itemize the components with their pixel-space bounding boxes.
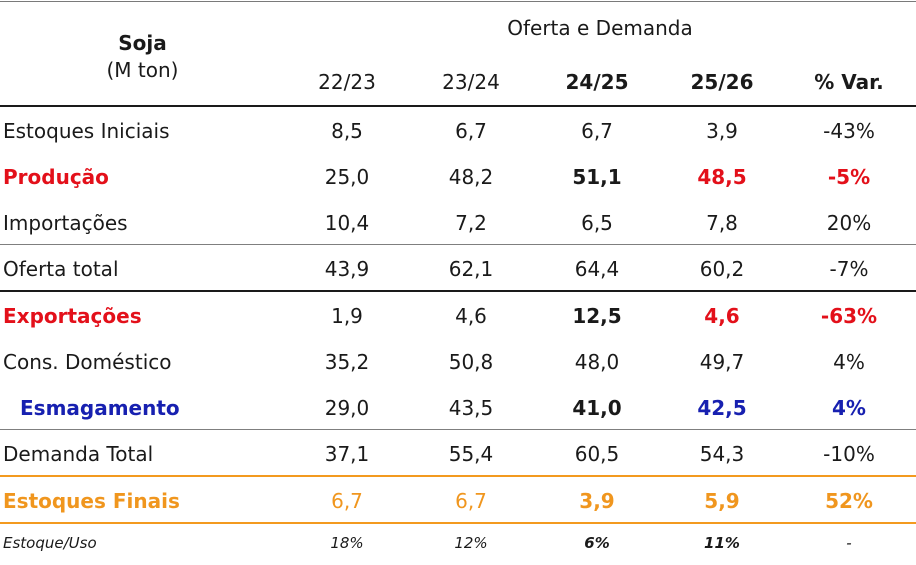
row-label: Demanda Total [3, 442, 154, 466]
cell: -43% [823, 119, 875, 143]
table-row-estoque-uso: Estoque/Uso 18% 12% 6% 11% - [0, 521, 916, 565]
header-bottom-rule [0, 105, 916, 107]
cell: 52% [825, 489, 873, 513]
row-label: Estoque/Uso [3, 534, 97, 552]
column-group-title: Oferta e Demanda [507, 16, 693, 40]
cell: 6% [584, 534, 610, 552]
row-label: Oferta total [3, 257, 119, 281]
cell: - [846, 534, 852, 552]
cell: 55,4 [448, 442, 494, 466]
cell: 48,5 [697, 165, 747, 189]
section-divider-orange [0, 522, 916, 524]
cell: -5% [827, 165, 871, 189]
row-divider [0, 244, 916, 245]
table-row-importacoes: Importações 10,4 7,2 6,5 7,8 20% [0, 200, 916, 246]
column-header-2425: 24/25 [565, 70, 629, 94]
cell: 6,7 [581, 119, 613, 143]
column-header-2223: 22/23 [318, 70, 376, 94]
cell: 51,1 [572, 165, 622, 189]
cell: 54,3 [699, 442, 745, 466]
table-row-cons-domestico: Cons. Doméstico 35,2 50,8 48,0 49,7 4% [0, 339, 916, 385]
cell: 25,0 [324, 165, 370, 189]
row-label: Exportações [3, 304, 142, 328]
cell: 60,5 [574, 442, 620, 466]
section-divider [0, 290, 916, 292]
cell: 37,1 [324, 442, 370, 466]
cell: -10% [823, 442, 875, 466]
cell: 4% [832, 396, 866, 420]
cell: 1,9 [331, 304, 363, 328]
cell: 43,5 [448, 396, 494, 420]
table-title: Soja [118, 31, 167, 55]
column-header-2526: 25/26 [690, 70, 754, 94]
cell: 20% [826, 211, 872, 235]
cell: -7% [829, 257, 869, 281]
cell: 49,7 [699, 350, 745, 374]
cell: 11% [704, 534, 740, 552]
row-label: Esmagamento [20, 396, 180, 420]
row-label: Importações [3, 211, 128, 235]
cell: 43,9 [324, 257, 370, 281]
table-row-exportacoes: Exportações 1,9 4,6 12,5 4,6 -63% [0, 293, 916, 339]
table-row-esmagamento: Esmagamento 29,0 43,5 41,0 42,5 4% [0, 385, 916, 431]
cell: 8,5 [331, 119, 363, 143]
cell: 48,2 [448, 165, 494, 189]
row-label: Estoques Finais [3, 489, 180, 513]
cell: 5,9 [704, 489, 740, 513]
cell: 6,7 [455, 489, 487, 513]
cell: 50,8 [448, 350, 494, 374]
cell: 12% [454, 534, 488, 552]
cell: 12,5 [572, 304, 622, 328]
cell: 6,7 [331, 489, 363, 513]
column-header-var: % Var. [814, 70, 884, 94]
cell: -63% [820, 304, 878, 328]
cell: 4,6 [704, 304, 740, 328]
cell: 4,6 [455, 304, 487, 328]
cell: 35,2 [324, 350, 370, 374]
table-row-demanda-total: Demanda Total 37,1 55,4 60,5 54,3 -10% [0, 431, 916, 477]
cell: 48,0 [574, 350, 620, 374]
cell: 64,4 [574, 257, 620, 281]
cell: 6,5 [581, 211, 613, 235]
table-row-producao: Produção 25,0 48,2 51,1 48,5 -5% [0, 154, 916, 200]
row-divider [0, 429, 916, 430]
cell: 7,2 [455, 211, 487, 235]
cell: 41,0 [572, 396, 622, 420]
cell: 29,0 [324, 396, 370, 420]
row-label: Cons. Doméstico [3, 350, 172, 374]
cell: 18% [330, 534, 364, 552]
cell: 7,8 [706, 211, 738, 235]
cell: 62,1 [448, 257, 494, 281]
cell: 60,2 [699, 257, 745, 281]
table-unit: (M ton) [106, 58, 179, 82]
column-header-2324: 23/24 [442, 70, 500, 94]
cell: 42,5 [697, 396, 747, 420]
row-label: Produção [3, 165, 109, 189]
table-row-estoques-iniciais: Estoques Iniciais 8,5 6,7 6,7 3,9 -43% [0, 108, 916, 154]
table-row-oferta-total: Oferta total 43,9 62,1 64,4 60,2 -7% [0, 246, 916, 292]
header-top-rule [0, 1, 916, 2]
cell: 4% [833, 350, 865, 374]
row-label: Estoques Iniciais [3, 119, 170, 143]
cell: 3,9 [579, 489, 615, 513]
cell: 6,7 [455, 119, 487, 143]
cell: 3,9 [706, 119, 738, 143]
cell: 10,4 [324, 211, 370, 235]
section-divider-orange [0, 475, 916, 477]
table-row-estoques-finais: Estoques Finais 6,7 6,7 3,9 5,9 52% [0, 478, 916, 524]
